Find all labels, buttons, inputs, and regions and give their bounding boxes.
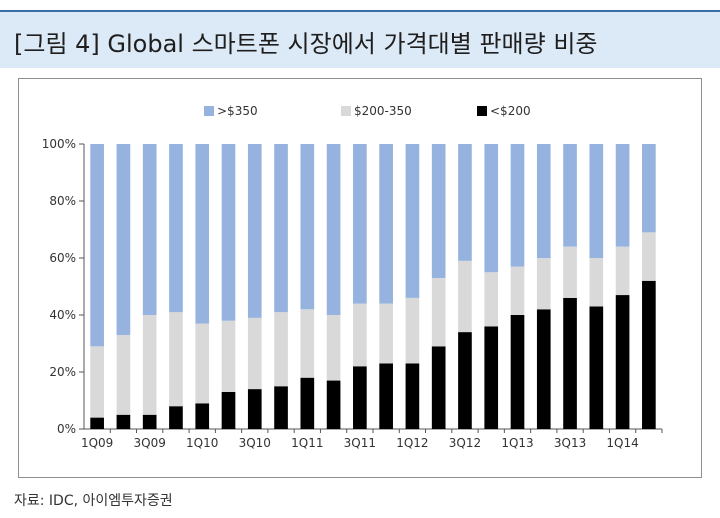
bar-segment bbox=[536, 309, 551, 429]
y-tick-label: 20% bbox=[49, 365, 76, 379]
x-tick-label: 3Q13 bbox=[554, 436, 586, 450]
bar-segment bbox=[195, 403, 210, 429]
bar-segment bbox=[615, 246, 630, 296]
legend-swatch bbox=[341, 106, 351, 116]
y-tick-label: 40% bbox=[49, 308, 76, 322]
legend-swatch bbox=[204, 106, 214, 116]
bar-segment bbox=[116, 334, 131, 415]
bar-segment bbox=[510, 144, 525, 267]
bar-segment bbox=[116, 414, 131, 429]
bar-segment bbox=[169, 144, 183, 313]
bar-segment bbox=[405, 144, 420, 298]
bar-segment bbox=[300, 309, 315, 378]
chart-frame: 0% 20% 40% 60% 80% 100% 1Q09 3Q09 1Q10 3Q10 1Q11 3Q… bbox=[18, 78, 702, 478]
bar-segment bbox=[589, 144, 604, 258]
bar-segment bbox=[195, 144, 210, 324]
x-tick-label: 1Q11 bbox=[291, 436, 323, 450]
bar-segment bbox=[510, 266, 525, 315]
x-tick-label: 1Q13 bbox=[501, 436, 533, 450]
bar-segment bbox=[353, 303, 367, 367]
bar-segment bbox=[458, 332, 472, 429]
bar-segment bbox=[484, 326, 499, 429]
bar-segment bbox=[247, 144, 262, 318]
bar-segment bbox=[142, 414, 157, 429]
bar-segment bbox=[353, 366, 367, 429]
x-tick-label: 1Q10 bbox=[186, 436, 218, 450]
bar-segment bbox=[221, 320, 236, 392]
x-tick-label: 1Q14 bbox=[606, 436, 638, 450]
x-tick-label: 1Q09 bbox=[81, 436, 113, 450]
x-tick-label: 3Q11 bbox=[344, 436, 376, 450]
bar-segment bbox=[405, 363, 420, 429]
bar-segment bbox=[326, 315, 341, 381]
bar-segment bbox=[90, 417, 104, 429]
bar-segment bbox=[221, 144, 236, 321]
bar-segment bbox=[536, 144, 551, 258]
bar-segment bbox=[274, 386, 288, 429]
bar-segment bbox=[431, 346, 446, 429]
bar-segment bbox=[247, 389, 262, 429]
x-tick-label: 1Q12 bbox=[396, 436, 428, 450]
y-tick-label: 0% bbox=[57, 422, 76, 436]
bar-segment bbox=[589, 258, 604, 307]
bar-segment bbox=[90, 144, 104, 347]
y-tick-label: 100% bbox=[42, 137, 76, 151]
bar-segment bbox=[169, 406, 183, 429]
bar-segment bbox=[221, 391, 236, 429]
title-bar: [그림 4] Global 스마트폰 시장에서 가격대별 판매량 비중 bbox=[0, 10, 720, 68]
legend-label: $200-350 bbox=[354, 104, 412, 118]
page-title: [그림 4] Global 스마트폰 시장에서 가격대별 판매량 비중 bbox=[14, 30, 598, 58]
bar-segment bbox=[458, 144, 472, 261]
bar-segment bbox=[274, 144, 288, 313]
bar-segment bbox=[379, 303, 393, 364]
bar-segment bbox=[589, 306, 604, 429]
bar-segment bbox=[536, 258, 551, 310]
bar-segment bbox=[563, 246, 577, 298]
stacked-bar-chart: 0% 20% 40% 60% 80% 100% 1Q09 3Q09 1Q10 3Q10 1Q11 3Q… bbox=[42, 104, 663, 450]
bar-segment bbox=[274, 312, 288, 387]
y-tick-label: 80% bbox=[49, 194, 76, 208]
bar-segment bbox=[642, 232, 656, 281]
bar-segment bbox=[116, 144, 131, 335]
legend-swatch bbox=[477, 106, 487, 116]
bar-segment bbox=[484, 144, 499, 273]
bar-segment bbox=[90, 346, 104, 418]
bar-segment bbox=[615, 295, 630, 429]
bar-segment bbox=[642, 144, 656, 233]
bar-segment bbox=[326, 144, 341, 315]
legend-label: <$200 bbox=[490, 104, 531, 118]
bar-segment bbox=[195, 323, 210, 404]
bar-segment bbox=[431, 277, 446, 347]
x-tick-label: 3Q10 bbox=[239, 436, 271, 450]
x-tick-label: 3Q12 bbox=[449, 436, 481, 450]
bar-segment bbox=[405, 297, 420, 364]
legend-label: >$350 bbox=[217, 104, 258, 118]
bar-segment bbox=[247, 317, 262, 390]
y-tick-label: 60% bbox=[49, 251, 76, 265]
bar-segment bbox=[563, 144, 577, 247]
bar-segment bbox=[142, 144, 157, 315]
bar-segment bbox=[142, 315, 157, 415]
bar-segment bbox=[431, 144, 446, 278]
bar-segment bbox=[353, 144, 367, 304]
bar-segment bbox=[300, 144, 315, 310]
bar-segment bbox=[510, 315, 525, 429]
source-note: 자료: IDC, 아이엠투자증권 bbox=[14, 493, 173, 509]
bar-segment bbox=[484, 272, 499, 327]
bar-segment bbox=[169, 312, 183, 407]
bar-segment bbox=[326, 380, 341, 429]
bar-segment bbox=[563, 297, 577, 429]
bar-segment bbox=[379, 363, 393, 429]
bar-segment bbox=[615, 144, 630, 247]
x-tick-label: 3Q09 bbox=[134, 436, 166, 450]
bar-segment bbox=[642, 280, 656, 429]
bar-segment bbox=[458, 260, 472, 333]
bar-segment bbox=[379, 144, 393, 304]
bar-segment bbox=[300, 377, 315, 429]
